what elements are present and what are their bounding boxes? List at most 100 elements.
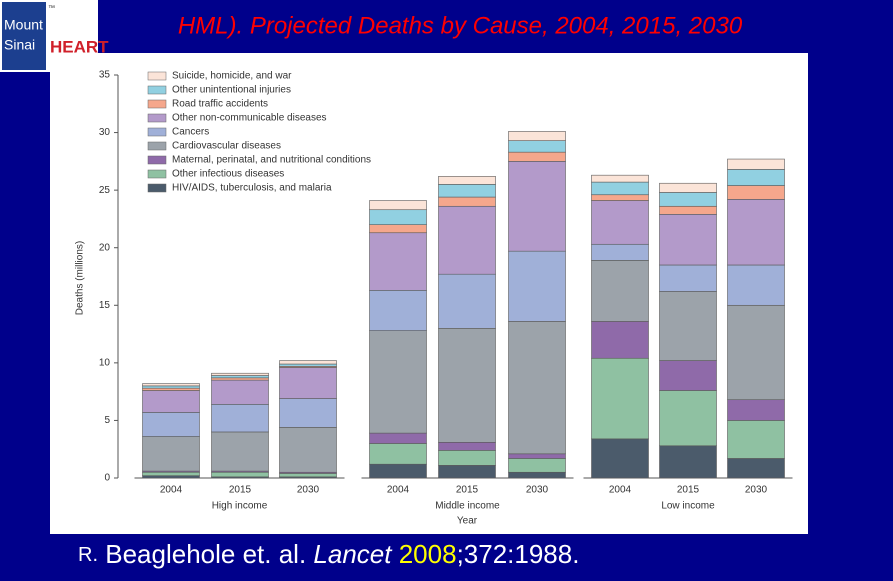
bar-segment [369, 432, 427, 444]
bar-segment [727, 158, 785, 170]
legend-label: Suicide, homicide, and war [172, 71, 292, 82]
legend-swatch [147, 141, 167, 151]
bar-segment [508, 161, 566, 252]
bar-segment [659, 390, 717, 447]
legend-swatch [147, 183, 167, 193]
bar-segment [727, 169, 785, 186]
legend-swatch [147, 169, 167, 179]
logo-text: Mount [4, 17, 43, 33]
bar-segment [142, 383, 200, 387]
legend-swatch [147, 155, 167, 165]
bar-segment [508, 458, 566, 473]
legend-swatch [147, 71, 167, 81]
logo-text: Sinai [4, 37, 35, 53]
legend-swatch [147, 85, 167, 95]
legend-swatch [147, 127, 167, 137]
bar-segment [508, 471, 566, 479]
citation-authors: Beaglehole et. al. [105, 539, 306, 569]
bar-segment [369, 209, 427, 225]
bar-segment [438, 205, 496, 275]
y-tick-label: 30 [99, 127, 111, 138]
x-tick-label: 2004 [160, 485, 183, 496]
bar-segment [727, 264, 785, 306]
x-tick-label: 2015 [677, 485, 700, 496]
bar-segment [279, 427, 337, 473]
x-tick-label: 2030 [297, 485, 320, 496]
legend-label: Cardiovascular diseases [172, 141, 281, 152]
bar-segment [659, 445, 717, 479]
bar-segment [727, 458, 785, 479]
citation: R. Beaglehole et. al. Lancet 2008;372:19… [78, 539, 579, 569]
bar-segment [591, 438, 649, 479]
bar-segment [659, 182, 717, 193]
bar-segment [438, 273, 496, 329]
bar-segment [727, 185, 785, 200]
x-tick-label: 2030 [526, 485, 549, 496]
logo-mark: HEART [50, 37, 109, 56]
bar-segment [279, 473, 337, 478]
group-label: Middle income [435, 501, 500, 512]
x-tick-label: 2015 [456, 485, 479, 496]
bar-segment [438, 465, 496, 479]
bar-segment [211, 377, 269, 381]
legend-label: Cancers [172, 127, 209, 138]
bar-segment [438, 184, 496, 198]
bar-segment [591, 357, 649, 440]
bar-segment [508, 131, 566, 141]
x-tick-label: 2030 [745, 485, 768, 496]
bar-segment [369, 290, 427, 331]
legend-label: Other unintentional injuries [172, 85, 291, 96]
citation-journal: Lancet [313, 539, 393, 569]
bar-segment [369, 443, 427, 465]
bar-segment [659, 360, 717, 391]
bar-segment [659, 264, 717, 292]
bar-segment [727, 420, 785, 459]
bar-segment [727, 199, 785, 266]
bar-segment [591, 260, 649, 322]
bar-segment [369, 463, 427, 479]
bar-segment [438, 196, 496, 207]
slide-title: HML). Projected Deaths by Cause, 2004, 2… [178, 12, 743, 39]
bar-segment [508, 250, 566, 322]
y-tick-label: 20 [99, 242, 111, 253]
bar-segment [508, 321, 566, 455]
bar-segment [659, 214, 717, 266]
bar-segment [211, 379, 269, 405]
bar-segment [508, 151, 566, 162]
bar-segment [508, 453, 566, 459]
bar-segment [211, 471, 269, 478]
bar-segment [369, 224, 427, 234]
logo-tm: ™ [48, 5, 55, 12]
bar-segment [142, 387, 200, 391]
logo-panel [2, 2, 46, 70]
bar-segment [142, 412, 200, 437]
bar-segment [727, 399, 785, 421]
y-tick-label: 0 [104, 473, 110, 484]
y-tick-label: 15 [99, 300, 111, 311]
bar-segment [727, 304, 785, 401]
bar-segment [591, 243, 649, 261]
citation-rest: ;372:1988. [457, 539, 580, 569]
legend-swatch [147, 113, 167, 123]
bar-segment [142, 475, 200, 479]
y-tick-label: 35 [99, 70, 111, 81]
bar-segment [659, 205, 717, 215]
legend-swatch [147, 99, 167, 109]
y-tick-label: 25 [99, 185, 111, 196]
bar-segment [142, 385, 200, 389]
bar-segment [659, 192, 717, 207]
group-label: High income [212, 501, 268, 512]
bar-segment [591, 174, 649, 183]
bar-segment [438, 328, 496, 443]
citation-prefix: R. [78, 544, 98, 566]
bar-segment [591, 200, 649, 245]
legend-label: Maternal, perinatal, and nutritional con… [172, 155, 371, 166]
bar-segment [591, 181, 649, 196]
y-tick-label: 5 [104, 415, 110, 426]
citation-year: 2008 [399, 539, 457, 569]
x-tick-label: 2004 [387, 485, 410, 496]
legend-label: Other infectious diseases [172, 169, 284, 180]
bar-segment [369, 200, 427, 211]
bar-segment [438, 450, 496, 466]
